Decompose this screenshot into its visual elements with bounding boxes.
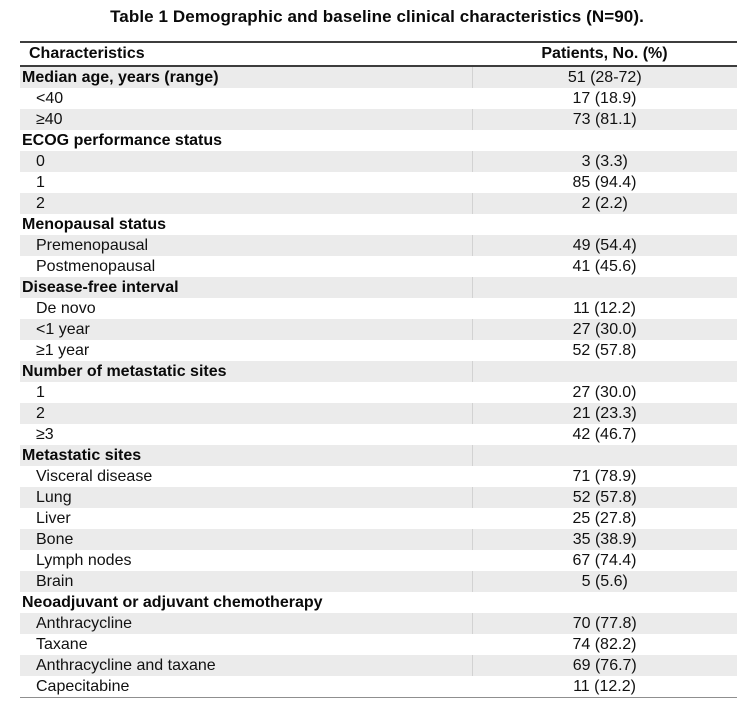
- row-label: <40: [36, 90, 64, 107]
- table-row: Bone 35 (38.9): [20, 529, 737, 550]
- row-section-label: Neoadjuvant or adjuvant chemotherapy: [22, 594, 323, 611]
- table-title: Table 1 Demographic and baseline clinica…: [110, 7, 644, 26]
- row-value: 85 (94.4): [572, 174, 637, 191]
- row-value: 69 (76.7): [471, 655, 737, 676]
- row-section-label: Menopausal status: [22, 216, 167, 233]
- table-row: Capecitabine 11 (12.2): [20, 676, 737, 698]
- row-label: Bone: [20, 529, 472, 550]
- row-value: 70 (77.8): [471, 613, 737, 634]
- row-value: 49 (54.4): [471, 235, 737, 256]
- row-label: De novo: [36, 300, 96, 317]
- table-row: Lymph nodes 67 (74.4): [20, 550, 737, 571]
- row-value: 21 (23.3): [471, 403, 737, 424]
- row-value: 51 (28-72): [471, 66, 737, 88]
- row-label: 0: [20, 151, 472, 172]
- row-label: 1: [36, 384, 45, 401]
- table-row: <1 year 27 (30.0): [20, 319, 737, 340]
- table-row: Median age, years (range) 51 (28-72): [20, 66, 737, 88]
- table-row: Number of metastatic sites: [20, 361, 737, 382]
- row-value: [471, 277, 737, 298]
- row-value: 27 (30.0): [572, 384, 637, 401]
- row-section-label: Median age, years (range): [20, 66, 472, 88]
- table-row: <40 17 (18.9): [20, 88, 737, 109]
- row-value: 11 (12.2): [573, 678, 636, 695]
- row-label: Premenopausal: [20, 235, 472, 256]
- row-label: Taxane: [36, 636, 88, 653]
- row-value: [472, 592, 737, 613]
- row-label: Visceral disease: [36, 468, 153, 485]
- row-value: 5 (5.6): [471, 571, 737, 592]
- table-row: Premenopausal 49 (54.4): [20, 235, 737, 256]
- table-header: Characteristics Patients, No. (%): [20, 42, 737, 67]
- row-label: 2: [20, 403, 472, 424]
- table-row: Brain 5 (5.6): [20, 571, 737, 592]
- table-body: Median age, years (range) 51 (28-72) <40 17…: [20, 66, 737, 698]
- row-label: ≥3: [36, 426, 54, 443]
- column-header-patients: Patients, No. (%): [472, 42, 737, 67]
- table-row: De novo 11 (12.2): [20, 298, 737, 319]
- table-row: Anthracycline 70 (77.8): [20, 613, 737, 634]
- row-value: 17 (18.9): [572, 90, 637, 107]
- column-header-characteristics: Characteristics: [20, 42, 472, 67]
- row-section-label: Number of metastatic sites: [20, 361, 472, 382]
- table-row: 1 85 (94.4): [20, 172, 737, 193]
- row-value: [472, 130, 737, 151]
- row-value: 73 (81.1): [471, 109, 737, 130]
- row-value: 35 (38.9): [471, 529, 737, 550]
- table-row: ≥40 73 (81.1): [20, 109, 737, 130]
- row-label: 2: [20, 193, 472, 214]
- table-row: Anthracycline and taxane 69 (76.7): [20, 655, 737, 676]
- row-label: ≥40: [20, 109, 472, 130]
- table-row: Menopausal status: [20, 214, 737, 235]
- table-row: Taxane 74 (82.2): [20, 634, 737, 655]
- row-value: 11 (12.2): [573, 300, 636, 317]
- row-label: Lung: [20, 487, 472, 508]
- table-header-row: Characteristics Patients, No. (%): [20, 42, 737, 67]
- row-label: Liver: [36, 510, 71, 527]
- row-value: 2 (2.2): [471, 193, 737, 214]
- row-label: Anthracycline: [20, 613, 472, 634]
- row-label: <1 year: [20, 319, 472, 340]
- table-row: Lung 52 (57.8): [20, 487, 737, 508]
- row-section-label: ECOG performance status: [22, 132, 223, 149]
- row-label: Lymph nodes: [36, 552, 132, 569]
- row-value: 3 (3.3): [471, 151, 737, 172]
- row-value: 52 (57.8): [471, 487, 737, 508]
- row-value: [472, 214, 737, 235]
- row-value: 74 (82.2): [572, 636, 637, 653]
- row-label: Capecitabine: [36, 678, 130, 695]
- row-value: [471, 361, 737, 382]
- table-row: Liver 25 (27.8): [20, 508, 737, 529]
- row-value: 71 (78.9): [572, 468, 637, 485]
- table-row: Visceral disease 71 (78.9): [20, 466, 737, 487]
- row-value: [471, 445, 737, 466]
- row-value: 52 (57.8): [572, 342, 637, 359]
- row-value: 67 (74.4): [572, 552, 637, 569]
- table-row: ≥3 42 (46.7): [20, 424, 737, 445]
- row-label: Brain: [20, 571, 472, 592]
- row-value: 27 (30.0): [471, 319, 737, 340]
- row-value: 41 (45.6): [572, 258, 637, 275]
- characteristics-table-container: Characteristics Patients, No. (%) Median…: [20, 41, 737, 698]
- row-section-label: Metastatic sites: [20, 445, 472, 466]
- row-value: 42 (46.7): [572, 426, 637, 443]
- table-row: ≥1 year 52 (57.8): [20, 340, 737, 361]
- table-row: 1 27 (30.0): [20, 382, 737, 403]
- characteristics-table: Characteristics Patients, No. (%) Median…: [20, 41, 737, 698]
- table-row: ECOG performance status: [20, 130, 737, 151]
- row-section-label: Disease-free interval: [20, 277, 472, 298]
- table-row: Postmenopausal 41 (45.6): [20, 256, 737, 277]
- row-label: ≥1 year: [36, 342, 90, 359]
- row-value: 25 (27.8): [572, 510, 637, 527]
- table-row: Neoadjuvant or adjuvant chemotherapy: [20, 592, 737, 613]
- row-label: Postmenopausal: [36, 258, 156, 275]
- table-row: Metastatic sites: [20, 445, 737, 466]
- row-label: 1: [36, 174, 45, 191]
- table-row: 2 21 (23.3): [20, 403, 737, 424]
- row-label: Anthracycline and taxane: [20, 655, 472, 676]
- table-row: Disease-free interval: [20, 277, 737, 298]
